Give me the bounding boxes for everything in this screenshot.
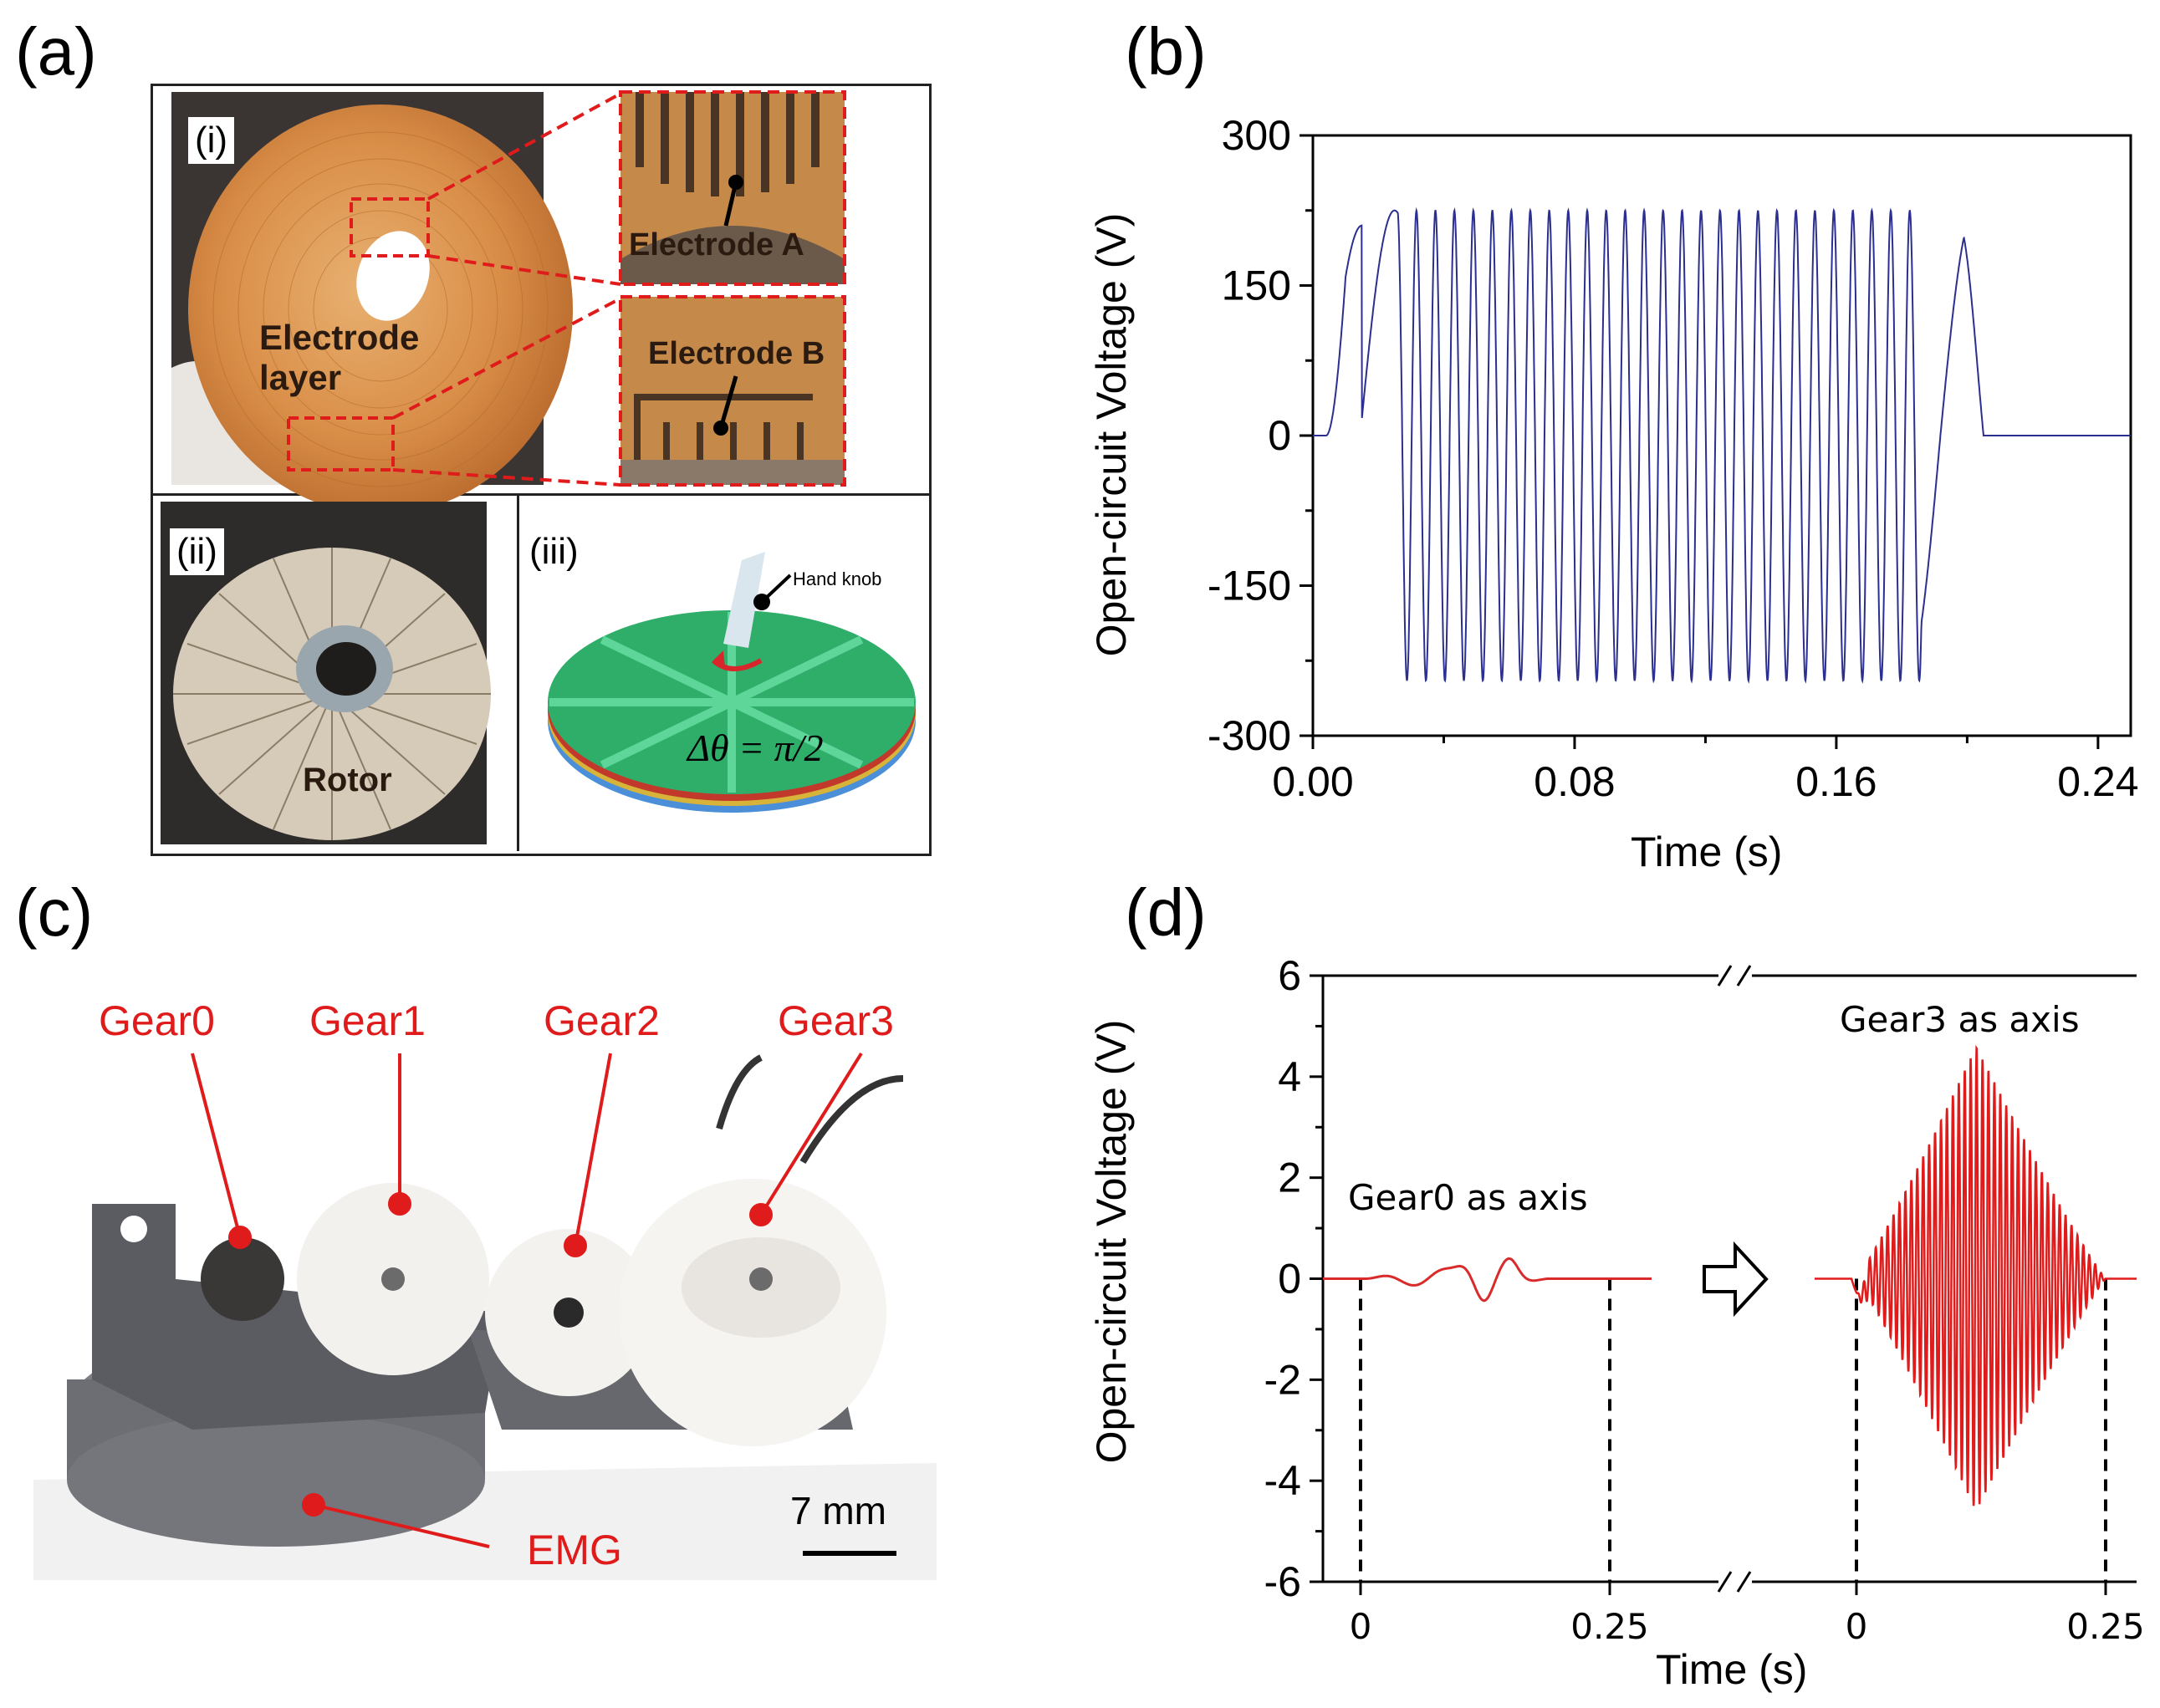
chart-b-ytick-label: 150: [1222, 263, 1291, 309]
chart-b-ytick-label: -300: [1208, 712, 1291, 759]
hand-knob-label: Hand knob: [793, 568, 882, 589]
chart-d-ytick-label: 2: [1278, 1155, 1301, 1201]
subpanel-label-ii: (ii): [170, 528, 224, 576]
electrode-layer-label-line1: Electrode: [259, 318, 420, 357]
panel-label-a: (a): [15, 14, 97, 89]
chart-d-ytick-label: -2: [1264, 1356, 1301, 1403]
chart-d-ytick-label: 4: [1278, 1053, 1301, 1100]
annotation-gear0-as-axis: Gear0 as axis: [1348, 1177, 1588, 1218]
panel-label-b: (b): [1125, 14, 1207, 89]
electrode-b-label: Electrode B: [648, 336, 825, 371]
gear2-label: Gear2: [544, 997, 660, 1044]
chart-d-ytick-label: 6: [1278, 952, 1301, 999]
chart-d-xtick-label: 0: [1350, 1606, 1372, 1647]
gear1-label: Gear1: [309, 997, 426, 1044]
rotation-angle-formula: Δθ = π/2: [687, 727, 824, 769]
chart-d-series-gear0: [1323, 1257, 1652, 1303]
emg-label: EMG: [527, 1527, 622, 1573]
panel-label-c: (c): [15, 875, 94, 950]
chart-b-xtick-label: 0.16: [1795, 758, 1877, 805]
chart-d-ytick-label: -6: [1264, 1558, 1301, 1605]
scale-bar-label: 7 mm: [790, 1489, 886, 1532]
chart-d-axis-break: [1717, 1571, 1733, 1593]
chart-b-xtick-label: 0.08: [1534, 758, 1615, 805]
panel-a-divider-vertical: [517, 493, 519, 851]
chart-d-axis-break: [1736, 1571, 1752, 1593]
chart-b-xtick-label: 0.24: [2057, 758, 2138, 805]
chart-b-ytick-label: 0: [1268, 412, 1291, 459]
chart-d-ylabel: Open-circuit Voltage (V): [1088, 1019, 1135, 1464]
electrode-b-inset: [619, 295, 846, 487]
chart-d-xlabel: Time (s): [1656, 1646, 1808, 1693]
gear0-label: Gear0: [99, 997, 215, 1044]
gear3-label: Gear3: [778, 997, 894, 1044]
chart-b-xlabel: Time (s): [1631, 829, 1783, 875]
chart-b-xtick-label: 0.00: [1272, 758, 1353, 805]
chart-d-axis-break: [1717, 965, 1733, 987]
electrode-layer-label-line2: layer: [259, 358, 342, 398]
panel-a-divider-horizontal: [151, 493, 929, 496]
chart-d-series-gear3: [1815, 1044, 2137, 1507]
panel-label-d: (d): [1125, 875, 1207, 950]
gear-train-photo: [33, 961, 937, 1580]
subpanel-label-i: (i): [188, 117, 235, 165]
chart-d-ytick-label: 0: [1278, 1256, 1301, 1303]
electrode-layer-label: Electrode layer: [259, 318, 419, 399]
electrode-a-label: Electrode A: [629, 227, 804, 263]
chart-d-axis-break: [1736, 965, 1752, 987]
chart-d-xtick-label: 0: [1846, 1606, 1868, 1647]
annotation-gear3-as-axis: Gear3 as axis: [1840, 999, 2080, 1040]
chart-b-ytick-label: -150: [1208, 563, 1291, 609]
chart-d-xtick-label: 0.25: [2066, 1606, 2145, 1647]
rotor-photo: [161, 502, 491, 844]
subpanel-label-iii: (iii): [529, 531, 579, 572]
chart-b-series-line: [1313, 206, 2131, 684]
chart-b-ytick-label: 300: [1222, 112, 1291, 159]
chart-d-xtick-label: 0.25: [1570, 1606, 1649, 1647]
chart-d-transition-arrow: [1703, 1241, 1769, 1318]
rotor-label: Rotor: [303, 762, 392, 798]
chart-d-ytick-label: -4: [1264, 1457, 1301, 1504]
rotation-schematic: [548, 552, 916, 813]
